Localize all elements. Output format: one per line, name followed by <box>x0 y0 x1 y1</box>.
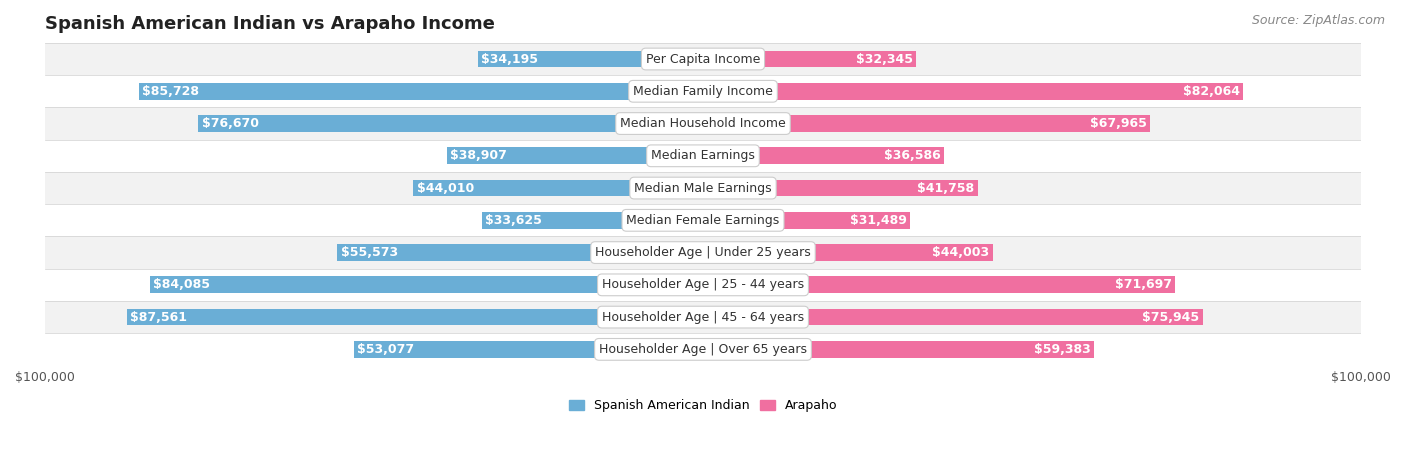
Bar <box>703 50 915 67</box>
Bar <box>703 115 1150 132</box>
Text: $32,345: $32,345 <box>856 52 912 65</box>
Bar <box>703 212 910 229</box>
Text: Median Male Earnings: Median Male Earnings <box>634 182 772 195</box>
Text: $76,670: $76,670 <box>201 117 259 130</box>
Bar <box>703 276 1175 293</box>
Bar <box>703 148 943 164</box>
Text: $85,728: $85,728 <box>142 85 200 98</box>
Text: Source: ZipAtlas.com: Source: ZipAtlas.com <box>1251 14 1385 27</box>
Text: $41,758: $41,758 <box>917 182 974 195</box>
Bar <box>45 269 1361 301</box>
Bar <box>45 75 1361 107</box>
Text: Per Capita Income: Per Capita Income <box>645 52 761 65</box>
Bar <box>149 276 703 293</box>
Text: $36,586: $36,586 <box>884 149 941 163</box>
Bar <box>45 172 1361 204</box>
Bar <box>482 212 703 229</box>
Text: Spanish American Indian vs Arapaho Income: Spanish American Indian vs Arapaho Incom… <box>45 15 495 33</box>
Text: Householder Age | 25 - 44 years: Householder Age | 25 - 44 years <box>602 278 804 291</box>
Bar <box>45 301 1361 333</box>
Text: Householder Age | Under 25 years: Householder Age | Under 25 years <box>595 246 811 259</box>
Text: $33,625: $33,625 <box>485 214 541 227</box>
Text: Median Household Income: Median Household Income <box>620 117 786 130</box>
Text: $59,383: $59,383 <box>1033 343 1091 356</box>
Text: $75,945: $75,945 <box>1142 311 1199 324</box>
Text: Median Family Income: Median Family Income <box>633 85 773 98</box>
Text: $82,064: $82,064 <box>1182 85 1240 98</box>
Bar <box>45 236 1361 269</box>
Bar <box>139 83 703 99</box>
Bar <box>337 244 703 261</box>
Text: $44,010: $44,010 <box>416 182 474 195</box>
Bar <box>447 148 703 164</box>
Text: $31,489: $31,489 <box>851 214 907 227</box>
Bar <box>45 204 1361 236</box>
Text: $44,003: $44,003 <box>932 246 990 259</box>
Bar <box>45 107 1361 140</box>
Text: $38,907: $38,907 <box>450 149 508 163</box>
Bar <box>45 43 1361 75</box>
Text: $87,561: $87,561 <box>131 311 187 324</box>
Bar <box>413 180 703 197</box>
Text: $34,195: $34,195 <box>481 52 538 65</box>
Text: Median Earnings: Median Earnings <box>651 149 755 163</box>
Text: Householder Age | 45 - 64 years: Householder Age | 45 - 64 years <box>602 311 804 324</box>
Bar <box>198 115 703 132</box>
Bar <box>354 341 703 358</box>
Text: $55,573: $55,573 <box>340 246 398 259</box>
Bar <box>703 180 977 197</box>
Text: Median Female Earnings: Median Female Earnings <box>627 214 779 227</box>
Text: $53,077: $53,077 <box>357 343 415 356</box>
Bar <box>127 309 703 325</box>
Text: $71,697: $71,697 <box>1115 278 1171 291</box>
Bar <box>703 309 1202 325</box>
Bar <box>45 140 1361 172</box>
Bar <box>703 341 1094 358</box>
Text: $67,965: $67,965 <box>1090 117 1147 130</box>
Legend: Spanish American Indian, Arapaho: Spanish American Indian, Arapaho <box>564 394 842 417</box>
Text: Householder Age | Over 65 years: Householder Age | Over 65 years <box>599 343 807 356</box>
Text: $84,085: $84,085 <box>153 278 209 291</box>
Bar <box>478 50 703 67</box>
Bar <box>703 244 993 261</box>
Bar <box>45 333 1361 366</box>
Bar <box>703 83 1243 99</box>
